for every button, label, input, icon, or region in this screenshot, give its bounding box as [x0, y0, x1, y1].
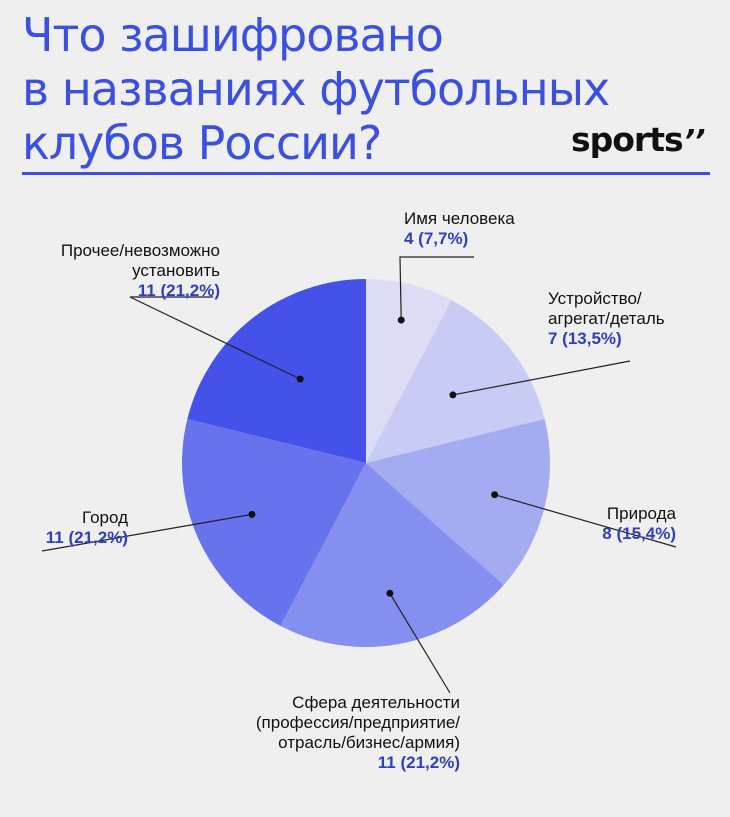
slice-label: Природа 8 (15,4%)	[602, 504, 676, 544]
slice-value-label: 4 (7,7%)	[404, 229, 469, 248]
leader-line	[389, 593, 451, 694]
pie-slice	[280, 463, 504, 647]
leader-line	[129, 296, 301, 380]
pie-slice	[366, 300, 545, 463]
logo-mark: ’’	[683, 124, 706, 159]
slice-label-text: Прочее/невозможно	[60, 241, 220, 260]
slice-label: Город 11 (21,2%)	[46, 508, 128, 548]
slice-label-text: агрегат/деталь	[548, 309, 665, 328]
slice-label-text: отрасль/бизнес/армия)	[278, 733, 460, 752]
title-line-1: Что зашифровано	[22, 8, 444, 62]
leader-line	[452, 360, 631, 396]
slice-label-text: установить	[132, 261, 220, 280]
leader-dot	[296, 375, 304, 383]
slice-value-label: 11 (21,2%)	[45, 528, 128, 547]
slice-label-text: Город	[82, 508, 128, 527]
title-divider	[22, 172, 710, 175]
leader-dot	[397, 316, 405, 324]
pie-slice	[366, 279, 452, 463]
pie-slice	[366, 418, 551, 586]
slice-label-text: Природа	[606, 504, 676, 523]
leader-line	[494, 494, 677, 548]
leader-line	[399, 256, 474, 321]
slice-value-label: 11 (21,2%)	[377, 753, 460, 772]
sports-logo: sports’’	[571, 120, 706, 159]
slice-label: Прочее/невозможно установить 11 (21,2%)	[61, 241, 220, 301]
slice-value-label: 11 (21,2%)	[137, 281, 220, 300]
slice-value-label: 7 (13,5%)	[548, 329, 622, 348]
leader-dot	[491, 491, 499, 499]
pie-slice	[182, 418, 366, 626]
leader-dot	[449, 391, 457, 399]
leader-line	[41, 513, 253, 552]
slice-label-text: Имя человека	[404, 209, 515, 228]
slice-label-text: (профессия/предприятие/	[255, 713, 460, 732]
logo-text: sports	[571, 120, 684, 159]
slice-label: Устройство/агрегат/деталь 7 (13,5%)	[548, 289, 665, 349]
slice-label: Сфера деятельности (профессия/предприятие…	[256, 693, 460, 773]
pie-slice	[187, 279, 366, 463]
leader-dot	[248, 510, 256, 518]
leader-dot	[386, 589, 394, 597]
title-line-2: в названиях футбольных	[22, 62, 610, 116]
chart-title: Что зашифровано в названиях футбольных к…	[22, 8, 662, 170]
slice-label-text: Сфера деятельности	[292, 693, 460, 712]
slice-label: Имя человека 4 (7,7%)	[404, 209, 515, 249]
slice-value-label: 8 (15,4%)	[602, 524, 676, 543]
title-line-3: клубов России?	[22, 116, 382, 170]
slice-label-text: Устройство/	[548, 289, 642, 308]
